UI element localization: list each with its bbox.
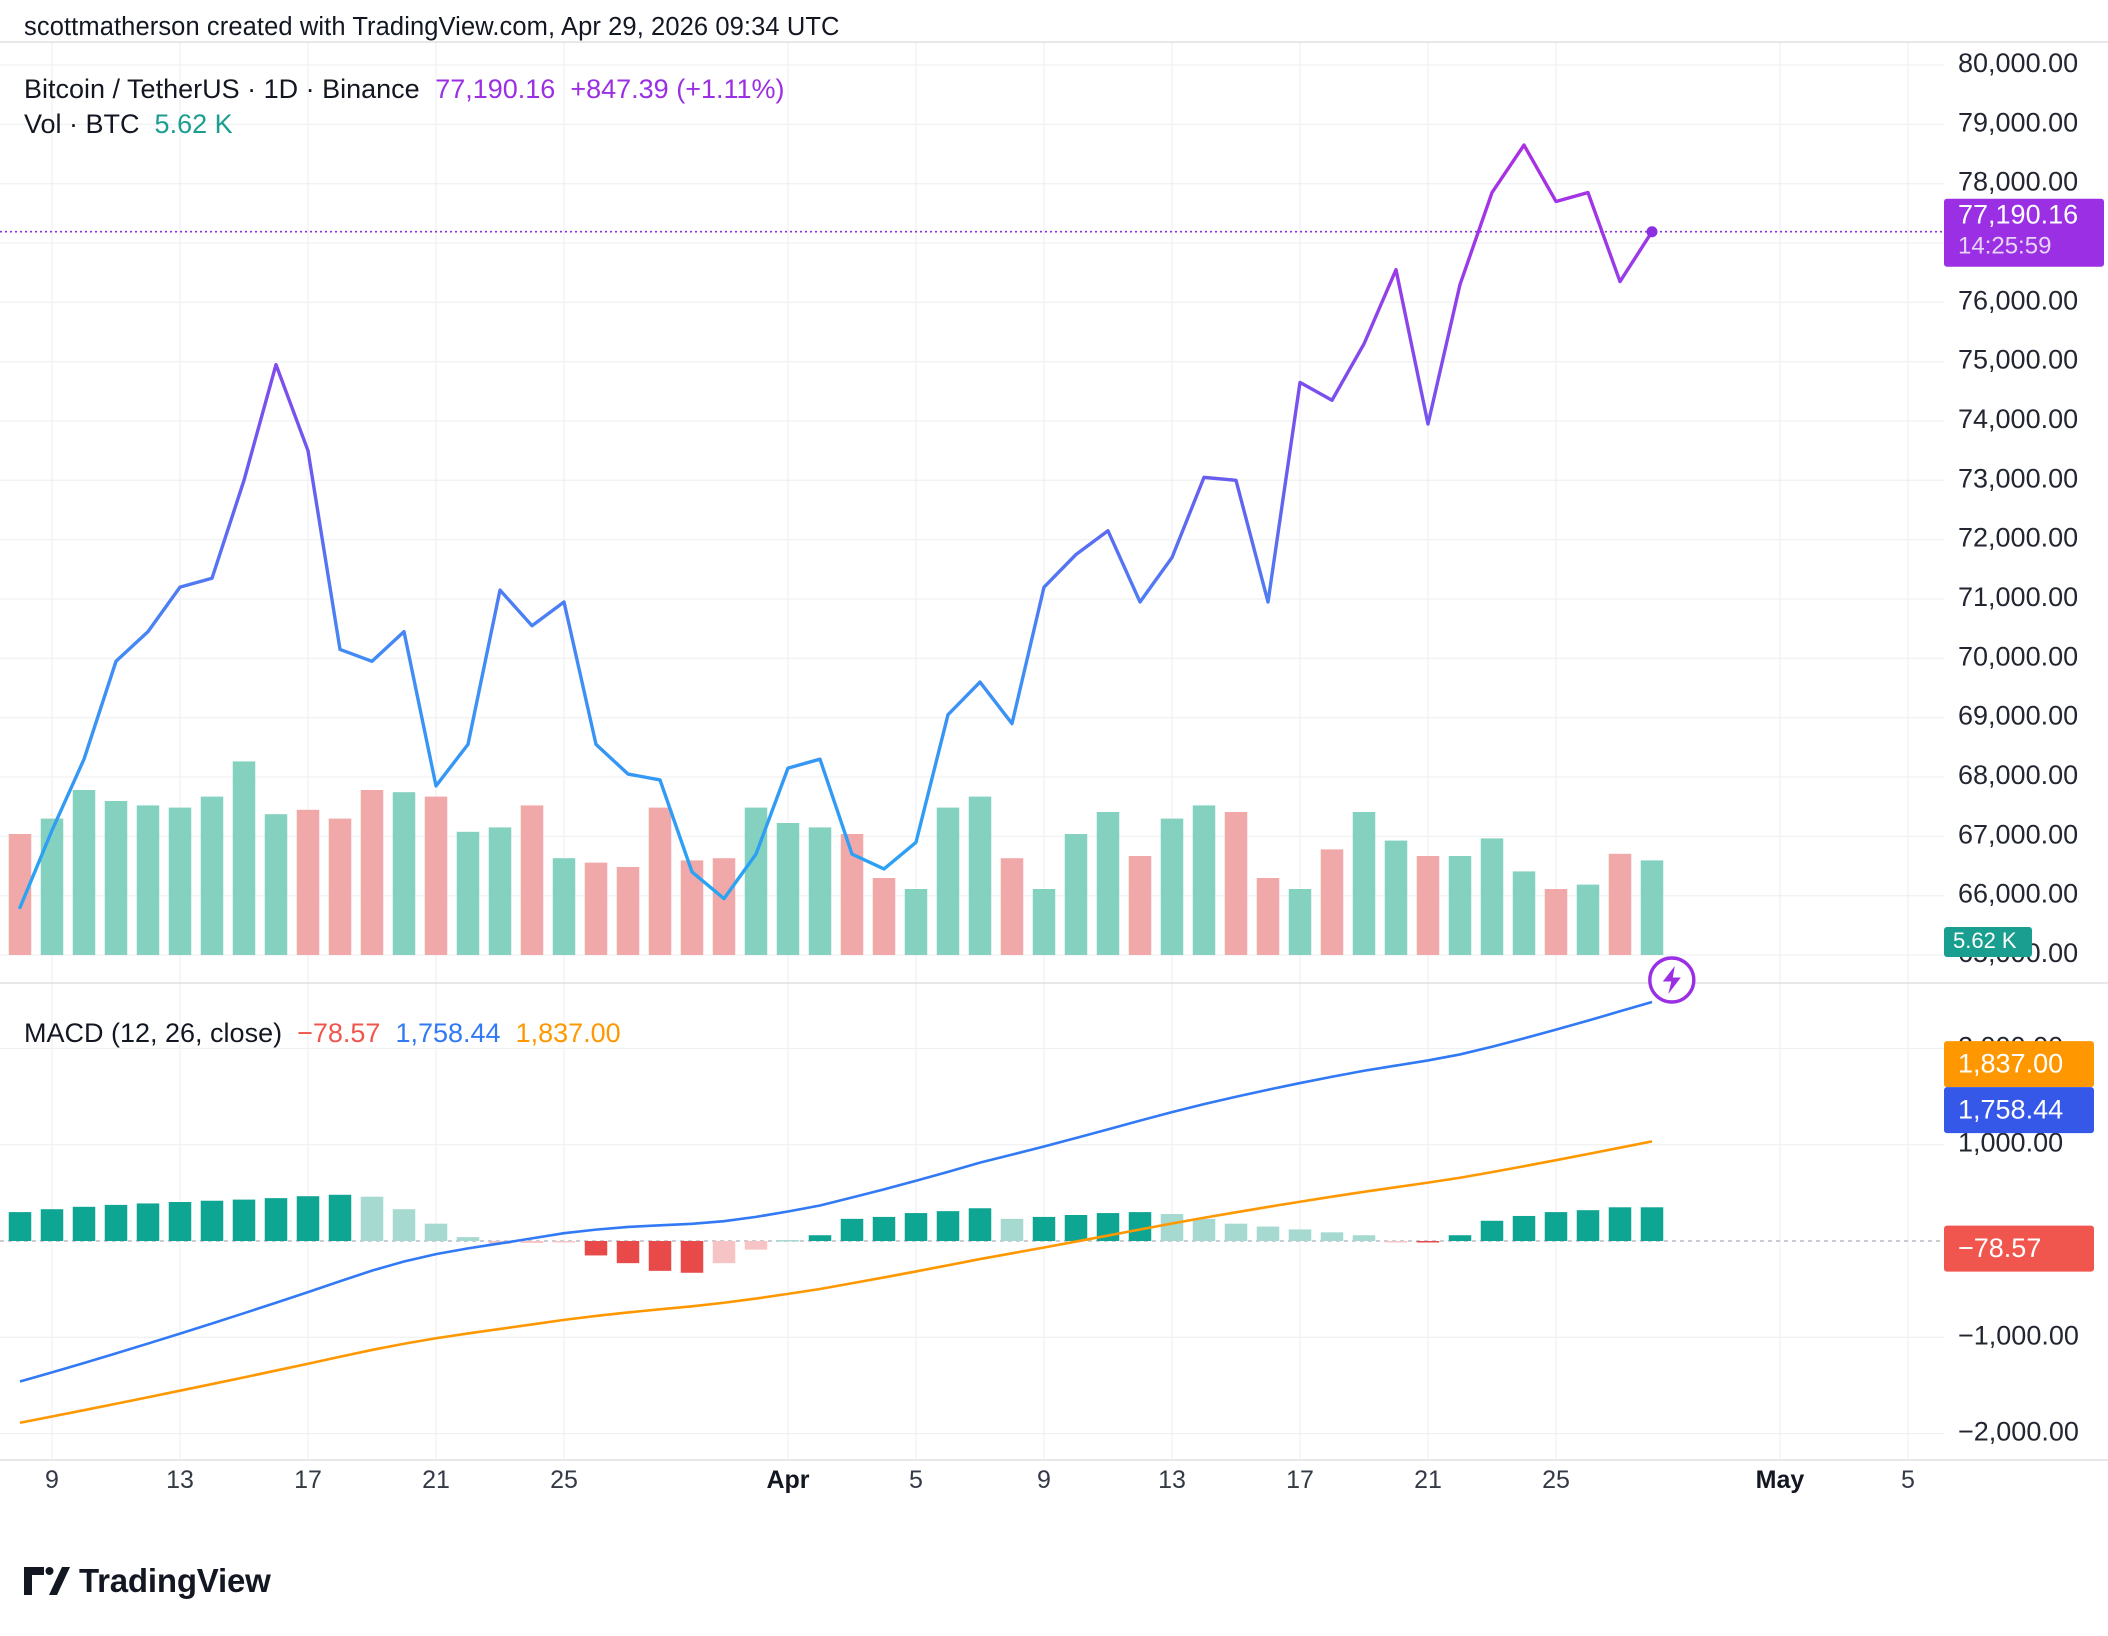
svg-text:1,837.00: 1,837.00 bbox=[1958, 1048, 2063, 1078]
svg-text:75,000.00: 75,000.00 bbox=[1958, 345, 2078, 375]
svg-text:−78.57: −78.57 bbox=[1958, 1233, 2041, 1263]
svg-text:−1,000.00: −1,000.00 bbox=[1958, 1320, 2079, 1350]
svg-text:5.62 K: 5.62 K bbox=[1953, 928, 2017, 953]
svg-text:70,000.00: 70,000.00 bbox=[1958, 641, 2078, 671]
svg-text:79,000.00: 79,000.00 bbox=[1958, 107, 2078, 137]
svg-text:14:25:59: 14:25:59 bbox=[1958, 233, 2051, 260]
svg-text:77,190.16: 77,190.16 bbox=[1958, 200, 2078, 230]
svg-text:68,000.00: 68,000.00 bbox=[1958, 760, 2078, 790]
svg-text:74,000.00: 74,000.00 bbox=[1958, 404, 2078, 434]
svg-text:1,758.44: 1,758.44 bbox=[1958, 1094, 2063, 1124]
svg-text:71,000.00: 71,000.00 bbox=[1958, 582, 2078, 612]
svg-text:76,000.00: 76,000.00 bbox=[1958, 285, 2078, 315]
svg-text:67,000.00: 67,000.00 bbox=[1958, 819, 2078, 849]
svg-text:80,000.00: 80,000.00 bbox=[1958, 48, 2078, 78]
svg-text:−2,000.00: −2,000.00 bbox=[1958, 1417, 2079, 1447]
svg-text:78,000.00: 78,000.00 bbox=[1958, 167, 2078, 197]
svg-text:66,000.00: 66,000.00 bbox=[1958, 879, 2078, 909]
svg-text:72,000.00: 72,000.00 bbox=[1958, 523, 2078, 553]
svg-text:73,000.00: 73,000.00 bbox=[1958, 463, 2078, 493]
svg-text:69,000.00: 69,000.00 bbox=[1958, 701, 2078, 731]
